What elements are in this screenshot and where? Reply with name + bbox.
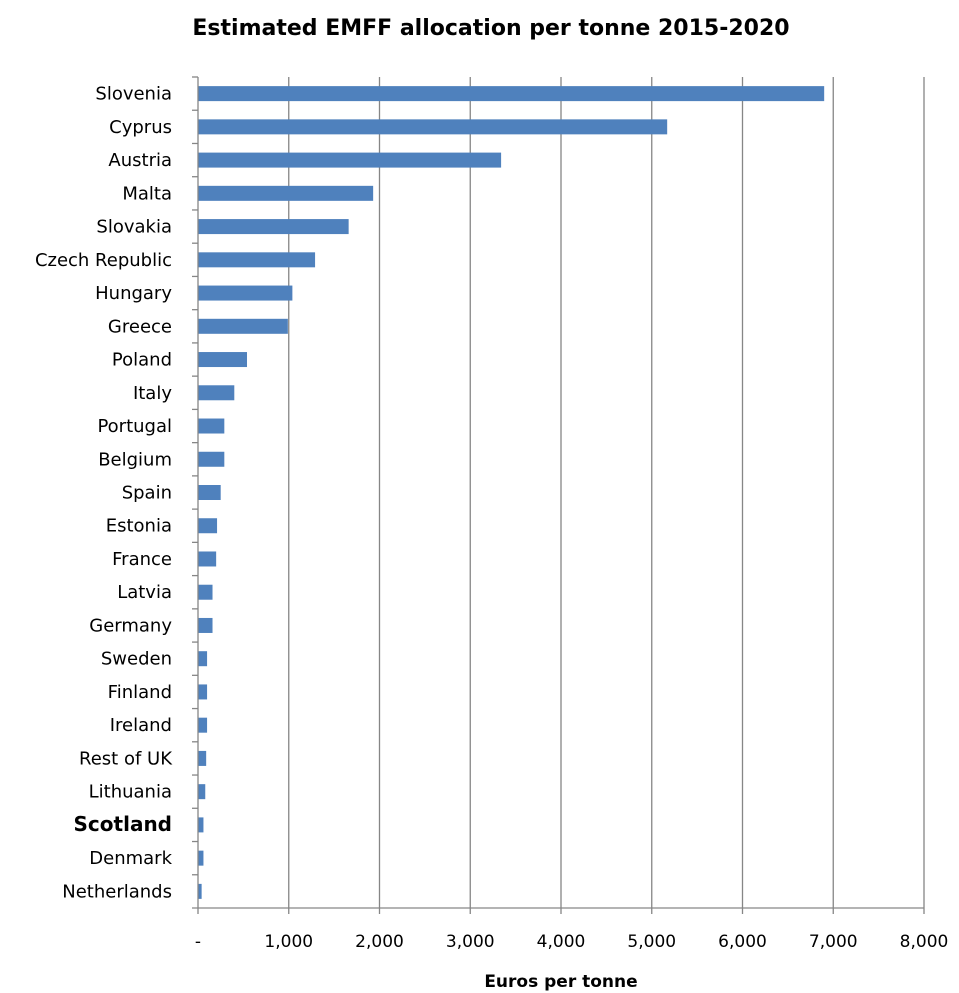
category-label: Finland — [108, 682, 172, 703]
category-label: Ireland — [110, 715, 172, 736]
bar — [198, 518, 218, 534]
bar — [198, 185, 374, 201]
x-tick-label: 8,000 — [900, 932, 949, 952]
category-label: Greece — [108, 316, 172, 337]
bar — [198, 817, 204, 833]
category-label: Scotland — [74, 812, 172, 836]
category-label: Slovakia — [96, 217, 172, 238]
category-label: Latvia — [117, 582, 172, 603]
bar — [198, 119, 668, 135]
category-label: Estonia — [106, 516, 172, 537]
bar — [198, 352, 248, 368]
x-tick-label: 4,000 — [537, 932, 586, 952]
x-tick-label: 1,000 — [264, 932, 313, 952]
category-label: Sweden — [101, 649, 172, 670]
axes — [192, 76, 925, 914]
bar — [198, 318, 288, 334]
x-tick-label: 2,000 — [355, 932, 404, 952]
bar — [198, 385, 235, 401]
bars — [198, 86, 825, 899]
x-tick-label: 7,000 — [809, 932, 858, 952]
bar — [198, 750, 207, 766]
x-tick-label: 3,000 — [446, 932, 495, 952]
bar — [198, 684, 208, 700]
category-label: France — [112, 549, 172, 570]
bar — [198, 883, 202, 899]
bar — [198, 451, 225, 467]
category-label: Italy — [133, 383, 172, 404]
category-label: Belgium — [98, 449, 172, 470]
category-labels: Slovenia Cyprus Austria Malta Slovakia Czech … — [35, 84, 173, 903]
chart-title: Estimated EMFF allocation per tonne 2015… — [192, 16, 789, 41]
bar — [198, 152, 502, 168]
category-label: Denmark — [89, 848, 172, 869]
category-label: Cyprus — [109, 117, 172, 138]
bar — [198, 850, 204, 866]
x-tick-label: 5,000 — [627, 932, 676, 952]
x-axis-title: Euros per tonne — [484, 972, 637, 992]
bar — [198, 418, 225, 434]
category-label: Poland — [112, 350, 172, 371]
x-tick-label: - — [195, 932, 201, 952]
bar — [198, 551, 217, 567]
bar — [198, 651, 208, 667]
bar — [198, 584, 213, 600]
category-label: Germany — [89, 615, 172, 636]
bar — [198, 485, 221, 500]
x-tick-labels: - 1,000 2,000 3,000 4,000 5,000 6,000 7,000 8,00… — [195, 932, 948, 952]
category-label: Austria — [108, 150, 172, 171]
bar — [198, 717, 208, 733]
bar — [198, 86, 825, 102]
bar — [198, 219, 349, 235]
category-label: Hungary — [95, 283, 172, 304]
category-label: Spain — [122, 483, 172, 504]
bar — [198, 252, 316, 268]
bar — [198, 617, 213, 633]
x-tick-label: 6,000 — [718, 932, 767, 952]
bar — [198, 285, 293, 301]
category-label: Czech Republic — [35, 250, 172, 271]
category-label: Malta — [122, 183, 172, 204]
category-label: Portugal — [97, 416, 172, 437]
category-label: Lithuania — [89, 782, 172, 803]
category-label: Slovenia — [95, 84, 172, 105]
gridlines — [288, 77, 925, 908]
category-label: Netherlands — [62, 881, 172, 902]
bar — [198, 784, 206, 800]
category-label: Rest of UK — [79, 748, 173, 769]
